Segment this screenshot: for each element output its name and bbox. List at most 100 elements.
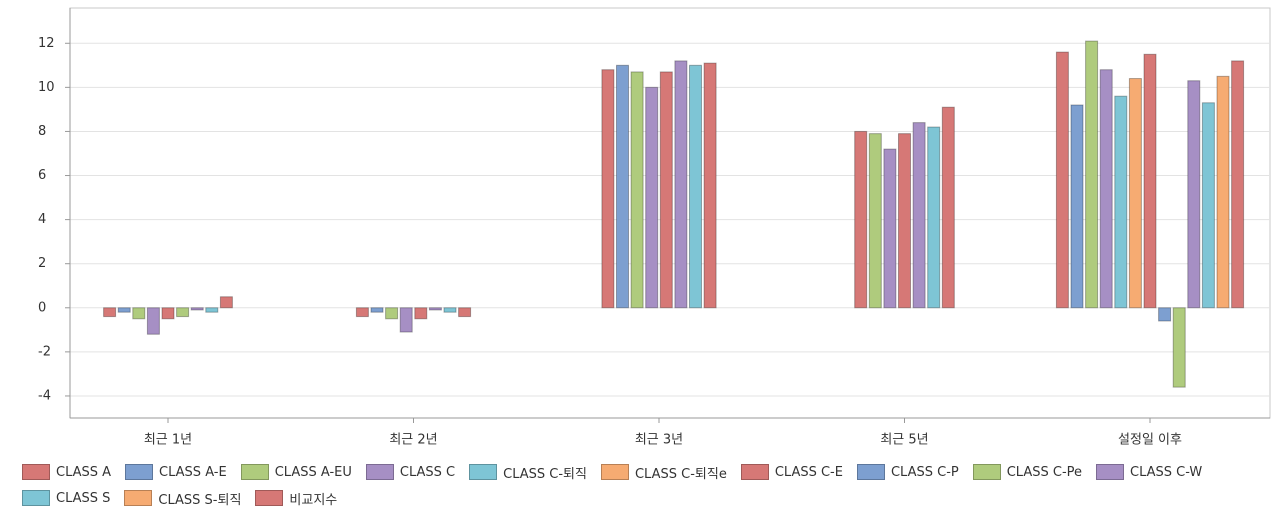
bar: [912, 122, 926, 309]
bar: [176, 307, 190, 318]
bar: [616, 64, 629, 309]
bar: [370, 307, 384, 313]
bar: [1172, 307, 1186, 388]
bar: [868, 133, 882, 309]
legend-item[interactable]: CLASS C-E: [740, 462, 843, 482]
legend-swatch: [972, 464, 1001, 480]
legend-swatch: [1096, 464, 1125, 480]
bar: [1070, 104, 1084, 309]
bar: [428, 307, 442, 311]
bar: [117, 307, 131, 313]
bar: [458, 307, 472, 318]
bar: [601, 69, 615, 309]
y-tick-label: 12: [38, 36, 55, 51]
bar: [883, 148, 897, 309]
bar: [1085, 40, 1099, 309]
bar: [1143, 53, 1157, 309]
bar: [1099, 69, 1113, 309]
bar: [103, 307, 117, 318]
legend-item[interactable]: CLASS A-EU: [240, 462, 352, 482]
legend-item[interactable]: CLASS A-E: [125, 462, 227, 482]
legend-item[interactable]: CLASS S-퇴직: [124, 488, 241, 508]
bar: [941, 106, 955, 309]
legend-label: CLASS C-퇴직: [503, 466, 587, 482]
legend-swatch: [856, 464, 885, 480]
legend-swatch: [600, 464, 629, 480]
bar: [703, 62, 717, 309]
chart: -4 -2 0 2 4 6 8 10 12 최근 1년 최근 2년 최근 3년 최근 5년 설정일 이후: [38, 7, 1271, 448]
bar: [898, 133, 911, 309]
bar: [1201, 102, 1215, 309]
bar: [132, 307, 146, 320]
x-tick-label: 최근 1년: [144, 433, 192, 448]
legend-swatch: [124, 490, 153, 506]
legend-item[interactable]: CLASS C-W: [1096, 462, 1202, 482]
bar: [1114, 95, 1128, 309]
y-tick-label: 4: [38, 212, 46, 227]
legend-label: CLASS A-EU: [274, 464, 352, 480]
bar: [854, 130, 868, 309]
bar: [355, 307, 369, 318]
bar: [674, 60, 688, 309]
legend-item[interactable]: CLASS C-퇴직e: [600, 462, 727, 482]
legend-label: CLASS A-E: [159, 464, 227, 480]
legend-item[interactable]: CLASS A: [22, 462, 111, 482]
x-tick-label: 설정일 이후: [1118, 433, 1182, 448]
legend-item[interactable]: CLASS C-Pe: [972, 462, 1083, 482]
legend-label: 비교지수: [289, 492, 338, 508]
bar: [689, 64, 702, 309]
bar: [219, 296, 233, 309]
x-tick-label: 최근 2년: [389, 433, 437, 448]
y-tick-label: -2: [38, 344, 51, 359]
legend-swatch: [469, 464, 498, 480]
legend-item[interactable]: CLASS C: [365, 462, 456, 482]
bar: [146, 307, 160, 335]
bar: [927, 126, 941, 309]
bar: [205, 307, 219, 313]
y-tick-label: 6: [38, 168, 46, 183]
y-tick-label: -4: [38, 388, 51, 403]
legend: CLASS A CLASS A-E CLASS A-EU CLASS C CLASS C…: [22, 462, 1272, 508]
legend-label: CLASS S-퇴직: [158, 492, 242, 508]
legend-item[interactable]: CLASS S: [22, 488, 110, 508]
legend-swatch: [22, 490, 50, 506]
bar: [1055, 51, 1069, 309]
legend-label: CLASS C-W: [1130, 464, 1203, 480]
bar: [399, 307, 413, 333]
legend-swatch: [740, 464, 769, 480]
y-tick-label: 8: [38, 124, 46, 139]
legend-label: CLASS C-E: [774, 464, 843, 480]
bar: [161, 307, 175, 320]
legend-swatch: [22, 464, 50, 480]
bar: [443, 307, 457, 313]
bar: [1231, 60, 1245, 309]
legend-swatch: [255, 490, 284, 506]
bar: [1158, 307, 1172, 322]
bar: [414, 307, 428, 320]
legend-swatch: [125, 464, 154, 480]
x-tick-label: 최근 5년: [880, 433, 928, 448]
bar: [385, 307, 399, 320]
y-tick-label: 0: [38, 300, 46, 315]
legend-label: CLASS C-Pe: [1006, 464, 1083, 480]
bar: [645, 86, 659, 309]
legend-swatch: [240, 464, 269, 480]
bar: [630, 71, 644, 309]
legend-item[interactable]: CLASS C-P: [856, 462, 959, 482]
legend-label: CLASS A: [56, 464, 112, 480]
legend-label: CLASS C-퇴직e: [634, 466, 727, 482]
legend-label: CLASS S: [56, 490, 111, 506]
legend-item[interactable]: 비교지수: [255, 488, 337, 508]
y-tick-label: 2: [38, 256, 46, 271]
bar: [1187, 80, 1201, 309]
legend-swatch: [365, 464, 394, 480]
bar: [1128, 78, 1142, 309]
bar: [1216, 75, 1230, 309]
bar: [659, 71, 673, 309]
y-tick-label: 10: [38, 80, 55, 95]
legend-label: CLASS C: [399, 464, 456, 480]
bar: [190, 307, 204, 311]
x-tick-label: 최근 3년: [635, 433, 683, 448]
legend-item[interactable]: CLASS C-퇴직: [469, 462, 587, 482]
